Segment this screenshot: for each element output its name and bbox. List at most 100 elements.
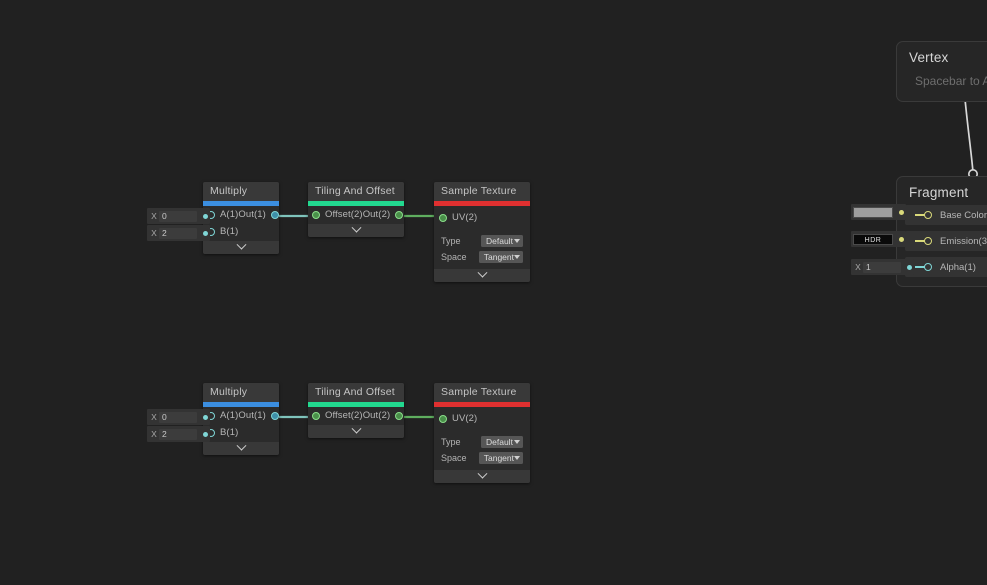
dropdown-space[interactable]: Tangent: [478, 251, 523, 263]
port-stub: [915, 240, 925, 242]
hdr-swatch-field-emission[interactable]: HDR: [851, 231, 906, 247]
node-sample-texture-2d[interactable]: Sample Texture 2D UV(2) Type Default Spa…: [434, 182, 530, 282]
port-output-out-icon[interactable]: [270, 411, 279, 420]
dropdown-type[interactable]: Default: [481, 235, 523, 247]
port-emission-icon[interactable]: [924, 237, 932, 245]
node-collapse-button[interactable]: [308, 423, 404, 438]
chevron-down-icon: [351, 222, 361, 233]
float-value[interactable]: 2: [159, 227, 197, 239]
fragment-block-alpha[interactable]: Alpha(1): [905, 257, 987, 277]
node-accent-bar: [308, 201, 404, 206]
port-output-out-icon[interactable]: [270, 210, 279, 219]
input-slot-label: Offset(2): [325, 410, 363, 421]
chevron-down-icon: [477, 267, 487, 278]
input-slot-label: B(1): [220, 226, 239, 237]
dropdown-space[interactable]: Tangent: [478, 452, 523, 464]
dropdown-row-type[interactable]: Type Default: [434, 233, 530, 249]
chevron-down-icon: [514, 255, 520, 259]
fragment-block-emission[interactable]: Emission(3): [905, 231, 987, 251]
node-collapse-button[interactable]: [203, 440, 279, 455]
port-connector-dot-icon[interactable]: [203, 414, 208, 420]
output-slot-out[interactable]: Out(1): [238, 407, 283, 424]
fragment-block-label: Emission(3): [940, 235, 987, 247]
port-connector-dot-icon[interactable]: [899, 236, 904, 242]
port-stub: [915, 214, 925, 216]
node-collapse-button[interactable]: [434, 267, 530, 282]
axis-label: X: [151, 412, 157, 422]
output-slot-label: Out(2): [362, 209, 391, 220]
port-input-offset-icon[interactable]: [312, 210, 320, 219]
float-field-b[interactable]: X 2: [147, 426, 210, 442]
input-slot-uv[interactable]: UV(2): [434, 209, 530, 226]
port-input-uv-icon[interactable]: [439, 213, 447, 222]
float-value[interactable]: 0: [159, 411, 197, 423]
port-connector-dot-icon[interactable]: [203, 230, 208, 236]
port-alpha-icon[interactable]: [924, 263, 932, 271]
float-value[interactable]: 0: [159, 210, 197, 222]
master-stack-vertex[interactable]: Vertex Spacebar to Add: [896, 41, 987, 102]
node-title: Multiply: [203, 182, 279, 201]
input-slot-label: Offset(2): [325, 209, 363, 220]
node-multiply[interactable]: Multiply A(1) B(1) Out(1): [203, 383, 279, 455]
node-collapse-button[interactable]: [434, 468, 530, 483]
port-input-uv-icon[interactable]: [439, 414, 447, 423]
input-slot-offset[interactable]: Offset(2): [308, 407, 363, 424]
input-slot-uv[interactable]: UV(2): [434, 410, 530, 427]
node-tiling-and-offset[interactable]: Tiling And Offset Offset(2) Out(2): [308, 383, 404, 438]
port-stub: [915, 266, 925, 268]
axis-label: X: [151, 429, 157, 439]
input-slot-offset[interactable]: Offset(2): [308, 206, 363, 223]
node-tiling-and-offset[interactable]: Tiling And Offset Offset(2) Out(2): [308, 182, 404, 237]
float-value[interactable]: 2: [159, 428, 197, 440]
float-field-a[interactable]: X 0: [147, 208, 210, 224]
port-output-out-icon[interactable]: [395, 210, 404, 219]
float-field-b[interactable]: X 2: [147, 225, 210, 241]
port-input-offset-icon[interactable]: [312, 411, 320, 420]
node-collapse-button[interactable]: [203, 239, 279, 254]
hdr-swatch[interactable]: HDR: [853, 233, 893, 245]
float-field-alpha[interactable]: X 1: [851, 259, 914, 275]
dropdown-row-space[interactable]: Space Tangent: [434, 450, 530, 466]
color-swatch[interactable]: [853, 206, 893, 218]
dropdown-label: Space: [441, 453, 467, 463]
node-sample-texture-2d[interactable]: Sample Texture 2D UV(2) Type Default Spa…: [434, 383, 530, 483]
output-slot-out[interactable]: Out(2): [363, 206, 408, 223]
float-value[interactable]: 1: [863, 261, 901, 273]
fragment-block-base-color[interactable]: Base Color(3): [905, 205, 987, 225]
node-accent-bar: [434, 201, 530, 206]
port-connector-dot-icon[interactable]: [899, 209, 904, 215]
dropdown-type[interactable]: Default: [481, 436, 523, 448]
node-body: Offset(2) Out(2): [308, 206, 404, 224]
dropdown-label: Type: [441, 236, 461, 246]
node-title: Sample Texture 2D: [434, 182, 530, 216]
output-slot-out[interactable]: Out(1): [238, 206, 283, 223]
node-title: Sample Texture 2D: [434, 383, 530, 417]
port-base-color-icon[interactable]: [924, 211, 932, 219]
dropdown-label: Type: [441, 437, 461, 447]
node-body: Offset(2) Out(2): [308, 407, 404, 425]
node-title: Tiling And Offset: [308, 182, 404, 201]
node-collapse-button[interactable]: [308, 222, 404, 237]
fragment-block-label: Base Color(3): [940, 209, 987, 221]
vertex-add-block-placeholder[interactable]: Spacebar to Add: [915, 74, 987, 88]
axis-label: X: [151, 228, 157, 238]
node-body: UV(2) Type Default Space Tangent: [434, 206, 530, 269]
dropdown-value: Default: [486, 236, 513, 246]
dropdown-row-space[interactable]: Space Tangent: [434, 249, 530, 265]
float-field-a[interactable]: X 0: [147, 409, 210, 425]
node-body: UV(2) Type Default Space Tangent: [434, 407, 530, 470]
output-slot-out[interactable]: Out(2): [363, 407, 408, 424]
port-connector-dot-icon[interactable]: [203, 431, 208, 437]
dropdown-value: Tangent: [483, 252, 514, 262]
color-swatch-field-base-color[interactable]: [851, 204, 906, 220]
output-slot-label: Out(2): [362, 410, 391, 421]
port-connector-dot-icon[interactable]: [907, 264, 912, 270]
port-output-out-icon[interactable]: [395, 411, 404, 420]
chevron-down-icon: [351, 423, 361, 434]
port-connector-dot-icon[interactable]: [203, 213, 208, 219]
fragment-block-label: Alpha(1): [940, 261, 976, 273]
node-multiply[interactable]: Multiply A(1) B(1) Out(1): [203, 182, 279, 254]
dropdown-row-type[interactable]: Type Default: [434, 434, 530, 450]
